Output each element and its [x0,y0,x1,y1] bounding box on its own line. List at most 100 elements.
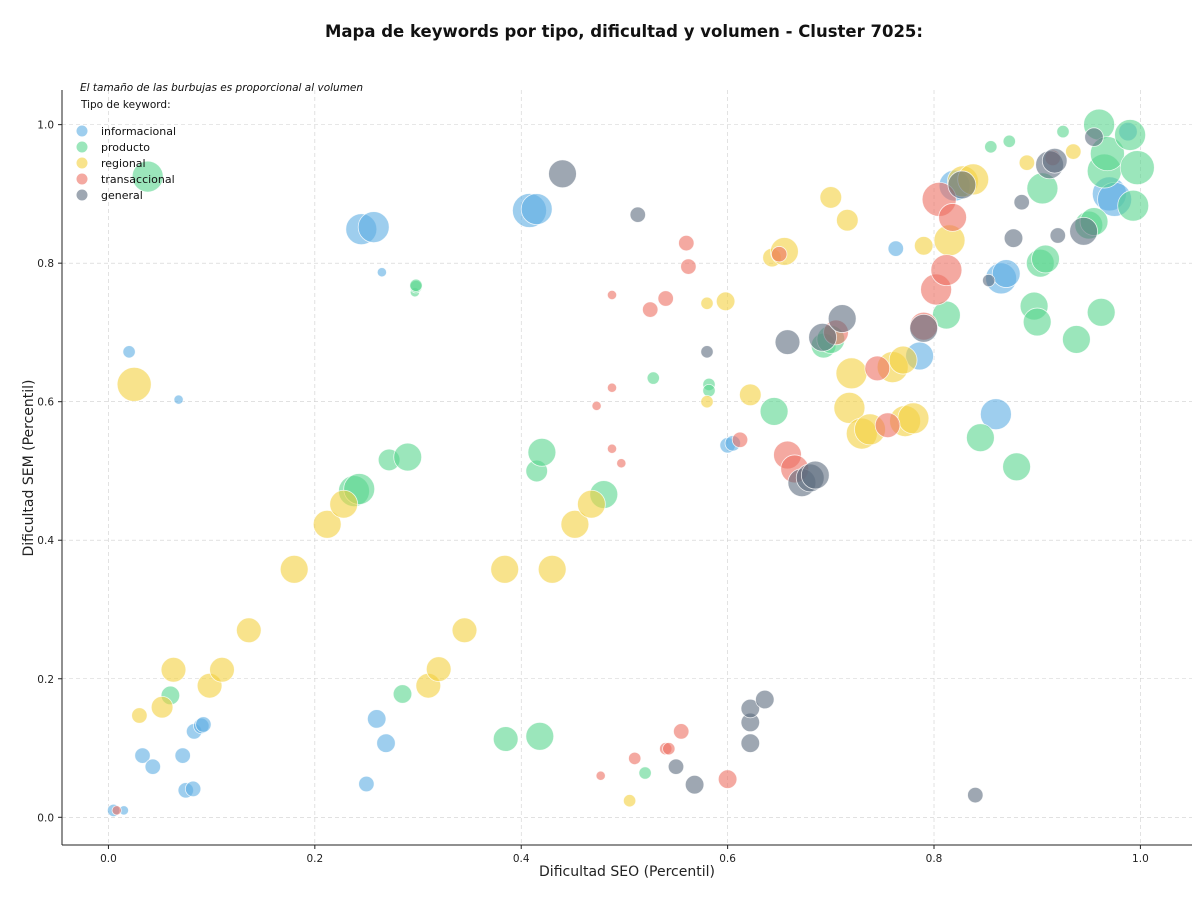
y-tick-label: 0.0 [37,812,54,824]
bubble-producto [984,140,998,154]
legend-label: regional [101,157,146,170]
bubble-general [982,273,996,288]
bubble-general [947,170,977,200]
bubble-regional [888,345,918,375]
bubble-transaccional [874,412,901,439]
bubble-general [1069,216,1098,246]
bubble-producto [1114,119,1146,151]
bubble-transaccional [642,301,659,318]
bubble-general [684,775,705,795]
legend-label: producto [101,141,150,154]
bubble-general [740,698,761,719]
y-ticks: 0.0 0.2 0.4 0.6 0.8 1.0 [37,120,62,824]
bubble-transaccional [657,290,674,307]
legend-item-informacional: informacional [76,125,176,138]
legend: Tipo de keyword: informacional producto re… [76,99,176,202]
x-tick-label: 0.8 [926,853,943,865]
bubble-general [827,304,857,333]
legend-swatch [76,125,88,137]
bubble-producto [1086,297,1116,327]
x-tick-label: 0.4 [513,853,530,865]
legend-swatch [76,157,88,169]
legend-label: general [101,189,143,202]
bubble-regional [560,509,590,539]
legend-swatch [76,189,88,201]
bubble-informacional [520,193,553,226]
bubble-producto [131,160,164,193]
bubble-general [1003,228,1024,248]
bubble-regional [150,695,174,719]
bubble-regional [131,707,148,724]
bubble-producto [492,726,519,752]
bubble-transaccional [938,203,967,232]
y-tick-label: 0.6 [37,397,54,409]
bubble-regional [819,186,843,209]
bubble-transaccional [662,742,676,756]
bubble-transaccional [717,769,738,789]
bubble-informacional [980,398,1012,431]
bubble-regional [715,291,736,312]
bubble-producto [638,766,652,780]
legend-swatch [76,141,88,153]
bubble-informacional [887,240,904,257]
legend-item-general: general [76,189,143,202]
bubble-producto [393,442,423,472]
bubble-regional [1018,154,1036,171]
bubble-regional [833,391,866,424]
bubble-informacional [376,733,396,753]
bubble-general [700,345,714,359]
series-general [548,127,1104,804]
bubble-producto [759,397,789,426]
bubble-informacional [173,394,184,405]
bubble-regional [312,509,342,539]
bubble-regional [622,794,637,808]
bubble-informacional [367,709,387,729]
bubble-general [1013,194,1030,211]
bubbles [107,108,1155,818]
bubble-informacional [134,747,151,764]
bubble-regional [279,554,309,584]
y-tick-label: 0.4 [37,535,54,547]
bubble-transaccional [595,770,606,781]
bubble-producto [1117,189,1150,222]
bubble-regional [490,554,520,584]
bubble-producto [1002,134,1016,148]
bubble-regional [537,554,567,584]
bubble-regional [739,383,762,407]
bubble-general [1049,227,1066,244]
bubble-producto [702,383,716,398]
legend-item-regional: regional [76,157,146,170]
bubble-producto [527,437,557,467]
bubble-regional [700,296,714,310]
bubble-transaccional [673,723,690,740]
bubble-transaccional [606,289,618,301]
bubble-informacional [184,780,202,798]
bubble-regional [209,656,235,683]
bubble-general [755,689,775,710]
bubble-producto [966,423,995,453]
series-transaccional [111,149,1061,816]
legend-title: Tipo de keyword: [80,99,171,111]
bubble-regional [1065,143,1082,160]
legend-swatch [76,173,88,185]
bubble-general [1041,147,1068,174]
bubble-transaccional [628,751,642,766]
x-tick-label: 1.0 [1132,853,1149,865]
y-axis-label: Dificultad SEM (Percentil) [21,380,37,557]
bubble-informacional [174,747,191,764]
bubble-general [1084,127,1104,147]
series-regional [116,143,1082,808]
bubble-regional [700,395,714,409]
y-tick-label: 0.2 [37,674,54,686]
legend-label: transaccional [101,173,175,186]
bubble-regional [835,357,868,390]
bubble-general [909,313,939,343]
bubble-regional [836,208,859,232]
axes [61,90,1192,846]
bubble-regional [914,236,934,256]
bubble-producto [1062,325,1091,354]
bubble-transaccional [680,258,697,275]
bubble-transaccional [678,234,695,252]
bubble-producto [409,278,423,292]
